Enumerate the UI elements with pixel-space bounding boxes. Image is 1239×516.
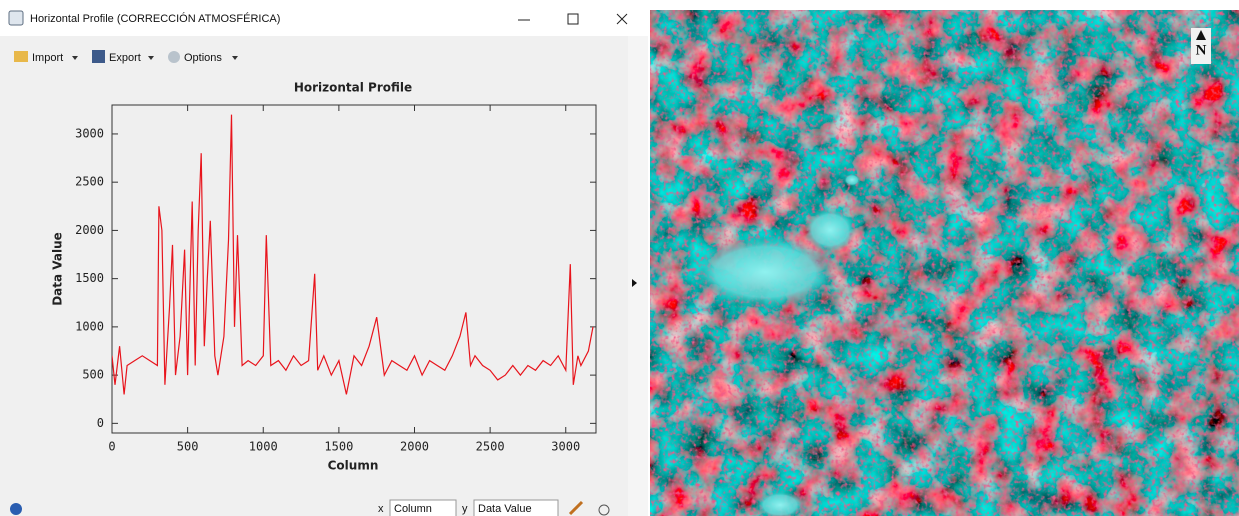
- x-tick-label: 500: [177, 440, 199, 454]
- x-axis-label: Column: [328, 459, 379, 473]
- export-icon: [92, 50, 105, 63]
- x-select-value: Column: [394, 503, 432, 515]
- export-menu[interactable]: Export: [109, 52, 141, 64]
- help-button[interactable]: [10, 503, 22, 515]
- x-tick-label: 3000: [551, 440, 580, 454]
- north-label: N: [1196, 42, 1207, 58]
- splitter[interactable]: [628, 36, 648, 516]
- y-tick-label: 0: [97, 416, 104, 430]
- screen: Horizontal Profile (CORRECCIÓN ATMOSFÉRI…: [0, 0, 1239, 516]
- urban-area: [804, 208, 856, 252]
- chart-title: Horizontal Profile: [294, 81, 412, 95]
- y-tick-label: 2500: [75, 175, 104, 189]
- x-label: x: [378, 503, 384, 515]
- y-tick-label: 1500: [75, 271, 104, 285]
- window-title: Horizontal Profile (CORRECCIÓN ATMOSFÉRI…: [30, 12, 280, 25]
- y-tick-label: 1000: [75, 319, 104, 333]
- app-icon: [9, 11, 23, 25]
- x-tick-label: 0: [108, 440, 115, 454]
- urban-area: [844, 174, 860, 186]
- import-menu[interactable]: Import: [32, 52, 63, 64]
- options-icon: [168, 51, 180, 63]
- options-menu[interactable]: Options: [184, 52, 222, 64]
- import-icon: [14, 51, 28, 62]
- y-tick-label: 2000: [75, 223, 104, 237]
- x-tick-label: 1500: [324, 440, 353, 454]
- x-tick-label: 2500: [476, 440, 505, 454]
- y-axis-label: Data Value: [51, 232, 65, 306]
- y-tick-label: 500: [82, 368, 104, 382]
- satellite-image: N: [650, 10, 1239, 516]
- x-tick-label: 1000: [249, 440, 278, 454]
- y-tick-label: 3000: [75, 126, 104, 140]
- y-label: y: [462, 503, 468, 515]
- y-select-value: Data Value: [478, 503, 532, 515]
- x-tick-label: 2000: [400, 440, 429, 454]
